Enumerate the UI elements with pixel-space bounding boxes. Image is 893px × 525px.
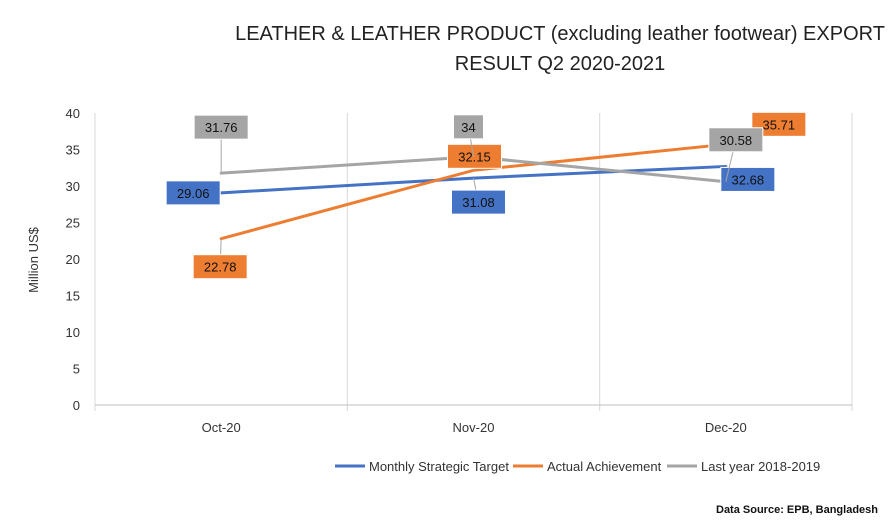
y-tick-label: 5 [73, 362, 80, 377]
data-label-box [453, 114, 484, 140]
y-axis-label: Million US$ [26, 226, 41, 293]
data-label-box [447, 143, 502, 169]
x-tick-label: Nov-20 [453, 420, 495, 435]
y-tick-label: 35 [66, 143, 80, 158]
data-label-box [192, 254, 248, 280]
data-source-note: Data Source: EPB, Bangladesh [716, 504, 878, 516]
data-label: 32.68 [732, 172, 765, 187]
y-tick-label: 25 [66, 216, 80, 231]
chart-title-line-2: RESULT Q2 2020-2021 [455, 53, 666, 75]
legend-label: Last year 2018-2019 [701, 459, 820, 474]
data-label: 29.06 [177, 186, 210, 201]
data-label: 35.71 [763, 117, 796, 132]
y-tick-label: 15 [66, 289, 80, 304]
chart-title-line-1: LEATHER & LEATHER PRODUCT (excluding lea… [235, 23, 885, 45]
legend-label: Actual Achievement [547, 459, 662, 474]
data-label: 34 [461, 120, 475, 135]
y-tick-label: 40 [66, 106, 80, 121]
y-tick-label: 20 [66, 252, 80, 267]
data-label-box [193, 114, 249, 140]
data-label-box [165, 180, 221, 206]
data-label-box [708, 127, 764, 153]
data-label: 30.58 [720, 133, 753, 148]
x-tick-label: Dec-20 [705, 420, 747, 435]
data-label: 31.76 [205, 120, 238, 135]
data-label-box [720, 166, 776, 192]
data-label: 32.15 [458, 149, 491, 164]
data-label: 31.08 [462, 195, 495, 210]
x-tick-label: Oct-20 [202, 420, 241, 435]
y-tick-label: 0 [73, 398, 80, 413]
data-label-box [451, 189, 506, 215]
legend-label: Monthly Strategic Target [369, 459, 509, 474]
y-tick-label: 10 [66, 325, 80, 340]
data-label: 22.78 [204, 260, 237, 275]
y-tick-label: 30 [66, 179, 80, 194]
